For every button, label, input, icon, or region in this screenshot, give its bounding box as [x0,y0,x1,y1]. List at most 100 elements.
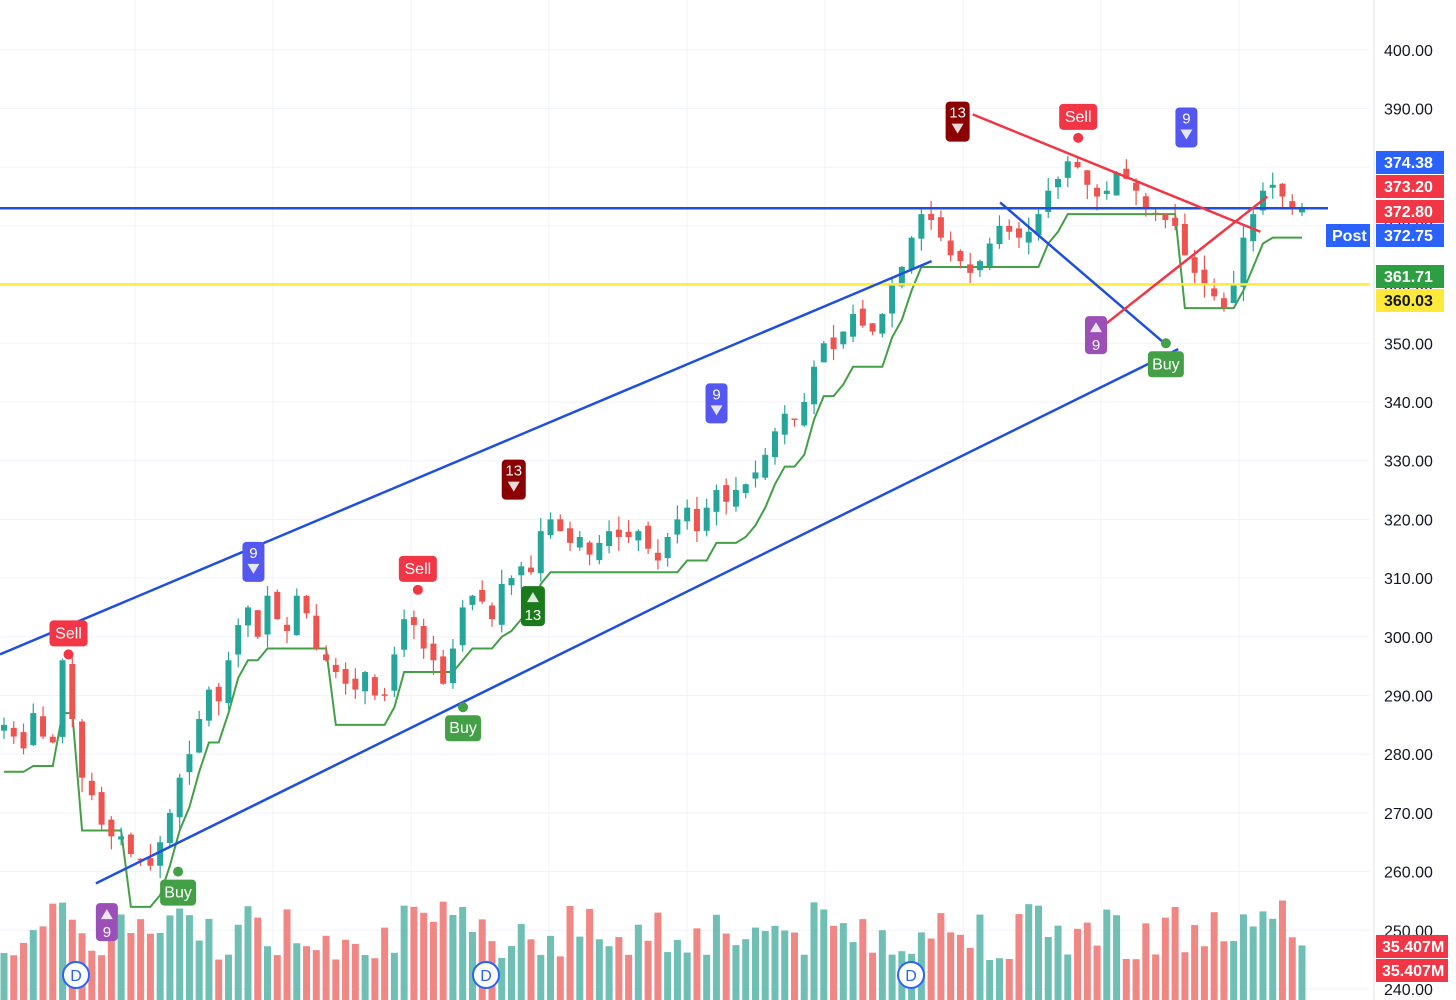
candle-body [196,718,203,753]
volume-bar [146,933,154,1000]
signal-dot [412,584,423,595]
volume-bar [1269,918,1277,1000]
volume-bar [390,952,398,1000]
volume-bar [176,908,184,1000]
supertrend [4,213,1302,908]
volume-bar [351,943,359,1000]
signal-dot [1073,132,1084,143]
volume-bar [244,906,252,1000]
volume-bar [215,959,223,1000]
candle-body [332,664,339,673]
price-tag-box [1376,151,1444,174]
signal-arrow [951,123,964,134]
volume-bar [39,926,47,1000]
candle-body [225,660,232,704]
volume-bar [859,919,867,1000]
candle-body [664,537,671,559]
volume-bar [1161,917,1169,1000]
volume-bar [400,905,408,1000]
price-tag: 372.80 [1376,200,1444,223]
candle-body [342,669,349,684]
volume-bar [342,939,350,1000]
price-tag: 361.71 [1376,265,1444,288]
candle-body [430,643,437,661]
volume-bar [439,901,447,1000]
volume-bar [1220,941,1228,1000]
candle-body [88,780,95,796]
candle-body [498,583,505,625]
volume-bar [722,933,730,1000]
volume-bar [1200,946,1208,1000]
volume-bar [576,936,584,1000]
volume-bar [478,919,486,1000]
dividend-label: D [905,968,917,985]
y-tick-label: 400.00 [1384,43,1433,60]
td-buy-13-signal: 13 [520,586,545,627]
volume-bar [966,947,974,1000]
volume-bar [693,928,701,1000]
signal-box [705,383,728,424]
candle-body [518,566,525,576]
volume-bar [1122,958,1130,1000]
price-axis: 400.00390.00380.00370.00360.00350.00340.… [1373,0,1433,1000]
signal-count: 9 [1092,337,1100,354]
candle-body [713,490,720,512]
candle-body [1279,183,1286,197]
candle-body [567,528,574,543]
volume-bar [1278,900,1286,1000]
signal-arrow [507,481,520,492]
candle-body [606,531,613,547]
candle-body [908,237,915,269]
td-sell-13-signal: 13 [501,459,526,500]
volume-bar [839,923,847,1000]
trend-line [1095,195,1269,333]
signal-dot [458,702,469,713]
volume-bar [751,927,759,1000]
candle-body [1240,237,1247,287]
signal-box [1085,316,1107,355]
signal-label: Buy [164,885,192,902]
candle-body [479,589,486,602]
candle-body [323,654,330,661]
candle-body [371,677,378,696]
volume-bar [761,931,769,1000]
y-tick-label: 390.00 [1384,102,1433,119]
candle-body [313,615,320,649]
candle-body [205,689,212,721]
signal-markers: Sell Buy 9 9 Sell Buy 13 13 9 13 Sell 9 9 Buy [49,101,1198,942]
volume-bar [556,956,564,1000]
candle-body [1103,190,1110,194]
candle-body [1,724,7,731]
candle-body [449,648,456,684]
signal-box [1059,103,1098,130]
candle-body [937,217,944,238]
candle-body [781,413,788,435]
volume-bar [1230,941,1238,1000]
candle-body [840,331,847,345]
candle-body [1269,184,1276,188]
signal-box [49,620,88,647]
post-tag-box [1326,224,1370,247]
dividend-marker: D [62,961,90,989]
candle-body [635,531,642,541]
signal-arrow [710,405,723,416]
candle-body [1289,201,1296,209]
volume-bar [547,935,555,1000]
volume-bar [1054,925,1062,1000]
volume-tag-box [1376,959,1448,982]
candle-body [1074,161,1081,168]
volume-bar [742,939,750,1000]
candle-body [157,842,164,866]
volume-bar [273,955,281,1000]
signal-count: 9 [103,924,111,941]
volume-bar [527,939,535,1000]
volume-bar [1015,914,1023,1000]
candle-body [10,727,17,737]
price-tags: 374.38 373.20 372.80 372.75 Post 361.71 360.03… [1326,151,1448,982]
candle-body [254,610,261,637]
volume-bar [1025,904,1033,1000]
candle-body [1094,187,1101,197]
volume-bar [107,931,115,1000]
volume-bar [878,930,886,1000]
